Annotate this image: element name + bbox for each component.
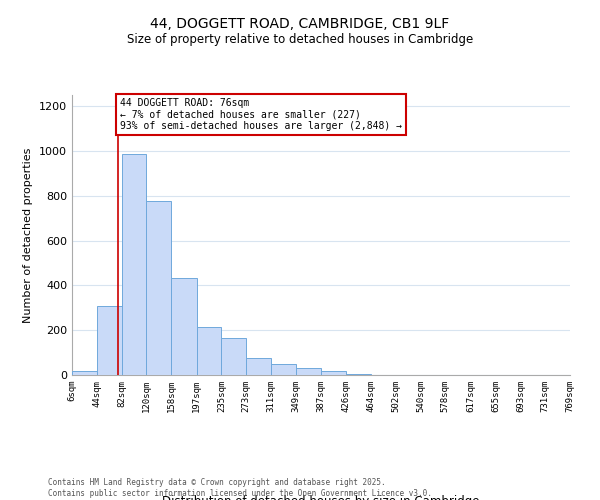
X-axis label: Distribution of detached houses by size in Cambridge: Distribution of detached houses by size …	[162, 496, 480, 500]
Bar	[122, 154, 146, 375]
Bar	[171, 278, 197, 375]
Bar	[296, 368, 320, 375]
Bar	[72, 370, 97, 375]
Y-axis label: Number of detached properties: Number of detached properties	[23, 148, 34, 322]
Text: Size of property relative to detached houses in Cambridge: Size of property relative to detached ho…	[127, 32, 473, 46]
Bar	[221, 338, 246, 375]
Bar	[246, 358, 271, 375]
Bar	[320, 371, 346, 375]
Text: 44 DOGGETT ROAD: 76sqm
← 7% of detached houses are smaller (227)
93% of semi-det: 44 DOGGETT ROAD: 76sqm ← 7% of detached …	[120, 98, 402, 131]
Text: 44, DOGGETT ROAD, CAMBRIDGE, CB1 9LF: 44, DOGGETT ROAD, CAMBRIDGE, CB1 9LF	[151, 18, 449, 32]
Bar	[346, 374, 371, 375]
Bar	[97, 306, 122, 375]
Bar	[197, 327, 221, 375]
Bar	[146, 202, 171, 375]
Text: Contains HM Land Registry data © Crown copyright and database right 2025.
Contai: Contains HM Land Registry data © Crown c…	[48, 478, 432, 498]
Bar	[271, 364, 296, 375]
